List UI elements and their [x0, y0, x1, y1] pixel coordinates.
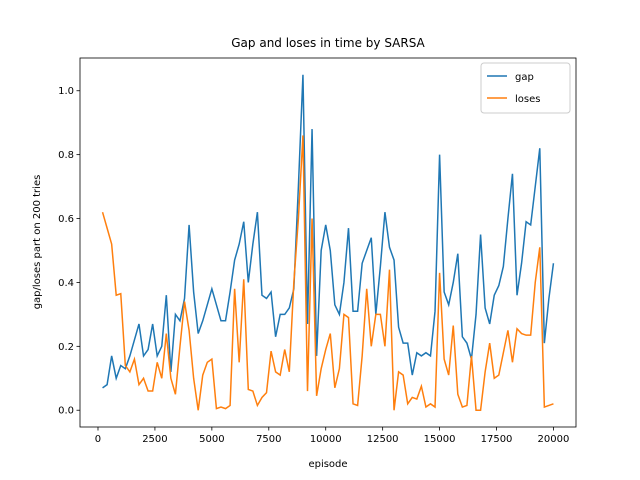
x-tick-label: 12500 [367, 434, 399, 445]
legend-label: loses [515, 94, 540, 105]
line-series [102, 74, 555, 389]
y-tick-label: 0.4 [58, 278, 74, 289]
legend-label: gap [515, 72, 534, 83]
x-axis-label: episode [308, 459, 347, 470]
x-tick-label: 15000 [424, 434, 456, 445]
x-tick-label: 20000 [538, 434, 570, 445]
y-axis-label: gap/loses part on 200 tries [32, 175, 43, 310]
x-tick-label: 7500 [256, 434, 281, 445]
y-tick-label: 1.0 [58, 86, 74, 97]
plot-frame [79, 57, 577, 428]
y-tick-label: 0.2 [58, 342, 74, 353]
legend-box [480, 62, 571, 114]
x-tick-label: 10000 [310, 434, 342, 445]
y-tick-label: 0.6 [58, 214, 74, 225]
x-tick-label: 0 [95, 434, 101, 445]
x-tick-label: 5000 [199, 434, 224, 445]
chart-title: Gap and loses in time by SARSA [231, 36, 425, 50]
x-tick-label: 2500 [142, 434, 167, 445]
y-tick-label: 0.0 [58, 406, 74, 417]
x-tick-label: 17500 [481, 434, 513, 445]
line-series [101, 135, 554, 411]
y-tick-label: 0.8 [58, 150, 74, 161]
